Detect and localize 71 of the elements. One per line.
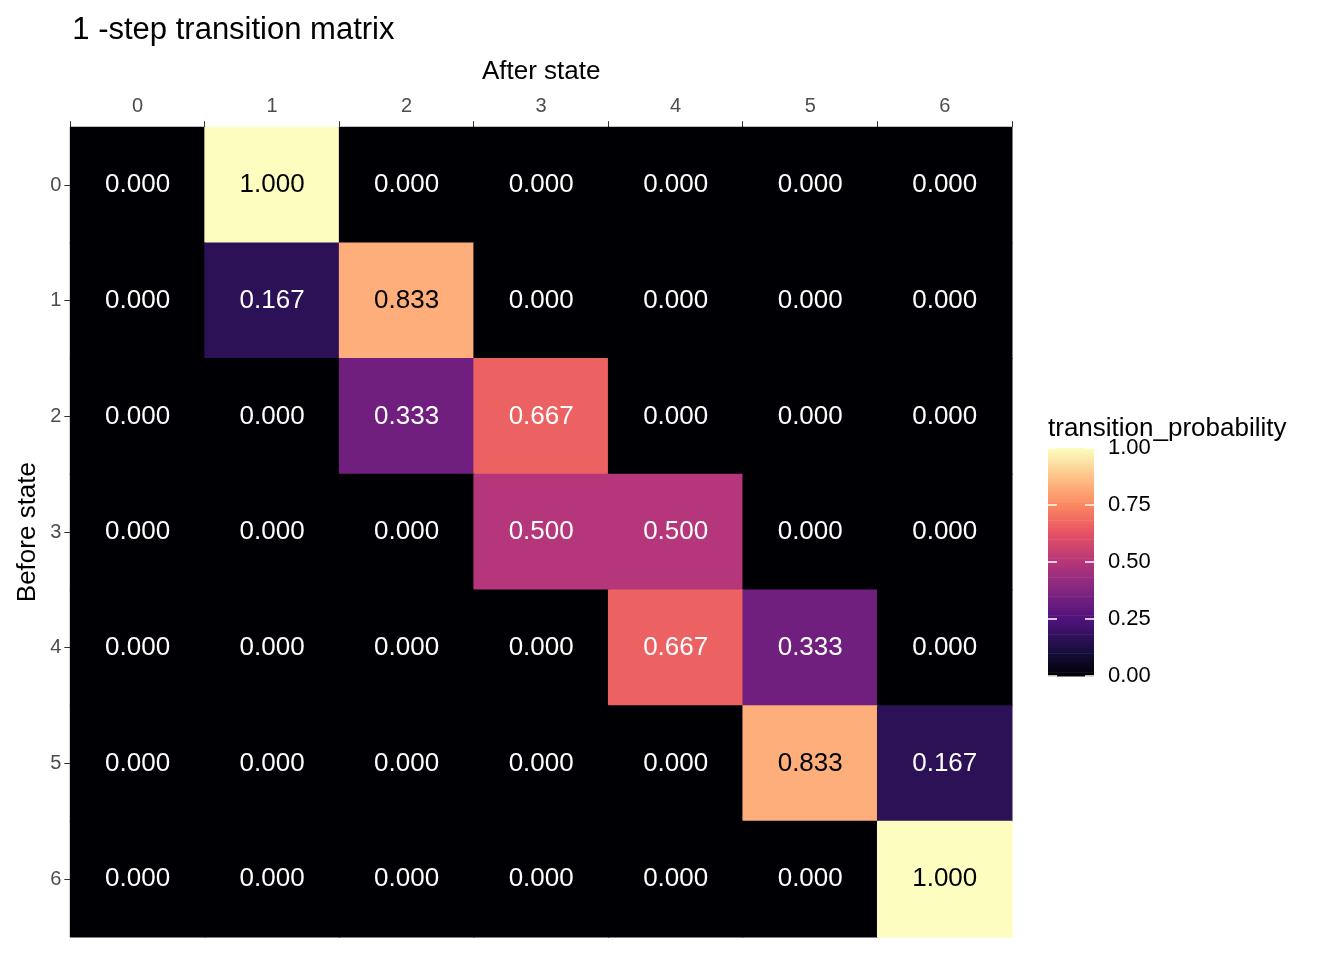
- y-tick-label: 4: [50, 635, 62, 658]
- data-label: 0.000: [777, 515, 843, 546]
- data-label: 0.000: [374, 515, 440, 546]
- data-label: 0.833: [374, 283, 440, 314]
- data-label: 0.000: [643, 168, 709, 199]
- data-label: 0.000: [105, 746, 171, 777]
- data-label: 0.000: [105, 862, 171, 893]
- data-label: 0.000: [105, 168, 171, 199]
- data-label: 0.000: [912, 283, 978, 314]
- y-tick-label: 2: [50, 403, 62, 426]
- x-tick-label: 6: [939, 93, 951, 116]
- color-bar-label: 0.50: [1108, 548, 1151, 574]
- x-tick-label: 1: [266, 93, 278, 116]
- data-label: 0.000: [777, 862, 843, 893]
- data-label: 0.000: [912, 399, 978, 430]
- y-tick-label: 6: [50, 866, 62, 889]
- y-tick-label: 0: [50, 172, 62, 195]
- data-label: 0.000: [105, 630, 171, 661]
- data-label: 0.000: [239, 399, 305, 430]
- data-label: 0.000: [777, 283, 843, 314]
- data-label: 0.000: [508, 168, 574, 199]
- data-label: 0.833: [777, 746, 843, 777]
- data-label: 0.000: [239, 862, 305, 893]
- data-label: 0.000: [912, 515, 978, 546]
- color-bar-title: transition_probability: [1048, 412, 1287, 442]
- data-label: 0.167: [239, 283, 305, 314]
- data-label: 0.000: [239, 515, 305, 546]
- data-label: 1.000: [912, 862, 978, 893]
- color-bar-label: 0.75: [1108, 491, 1151, 517]
- data-label: 0.000: [374, 168, 440, 199]
- data-label: 0.000: [777, 399, 843, 430]
- data-label: 0.000: [508, 862, 574, 893]
- data-label: 1.000: [239, 168, 305, 199]
- data-label: 0.000: [239, 630, 305, 661]
- data-label: 0.500: [643, 515, 709, 546]
- data-label: 0.000: [105, 283, 171, 314]
- data-label: 0.167: [912, 746, 978, 777]
- data-label: 0.000: [105, 399, 171, 430]
- data-label: 0.000: [374, 746, 440, 777]
- data-label: 0.000: [374, 630, 440, 661]
- data-label: 0.000: [777, 168, 843, 199]
- y-tick-label: 5: [50, 750, 62, 773]
- x-tick-label: 0: [132, 93, 144, 116]
- data-label: 0.333: [777, 630, 843, 661]
- y-tick-label: 3: [50, 519, 62, 542]
- data-label: 0.000: [239, 746, 305, 777]
- x-axis-title: After state: [481, 54, 601, 85]
- data-label: 0.000: [912, 630, 978, 661]
- data-label: 0.667: [643, 630, 709, 661]
- data-label: 0.000: [643, 283, 709, 314]
- data-label: 0.000: [508, 283, 574, 314]
- color-bar-label: 0.00: [1108, 662, 1151, 688]
- data-label: 0.000: [643, 746, 709, 777]
- data-label: 0.333: [374, 399, 440, 430]
- chart-title: 1 -step transition matrix: [72, 10, 395, 46]
- y-tick-label: 1: [50, 288, 62, 311]
- x-tick-label: 3: [535, 93, 547, 116]
- data-label: 0.000: [508, 630, 574, 661]
- data-label: 0.000: [643, 862, 709, 893]
- data-label: 0.667: [508, 399, 574, 430]
- data-label: 0.000: [508, 746, 574, 777]
- data-label: 0.000: [105, 515, 171, 546]
- x-tick-label: 4: [670, 93, 682, 116]
- data-label: 0.000: [643, 399, 709, 430]
- y-axis-title: Before state: [10, 462, 41, 603]
- data-label: 0.500: [508, 515, 574, 546]
- x-tick-label: 2: [401, 93, 413, 116]
- data-label: 0.000: [912, 168, 978, 199]
- color-bar-label: 0.25: [1108, 605, 1151, 631]
- data-label: 0.000: [374, 862, 440, 893]
- x-tick-label: 5: [804, 93, 816, 116]
